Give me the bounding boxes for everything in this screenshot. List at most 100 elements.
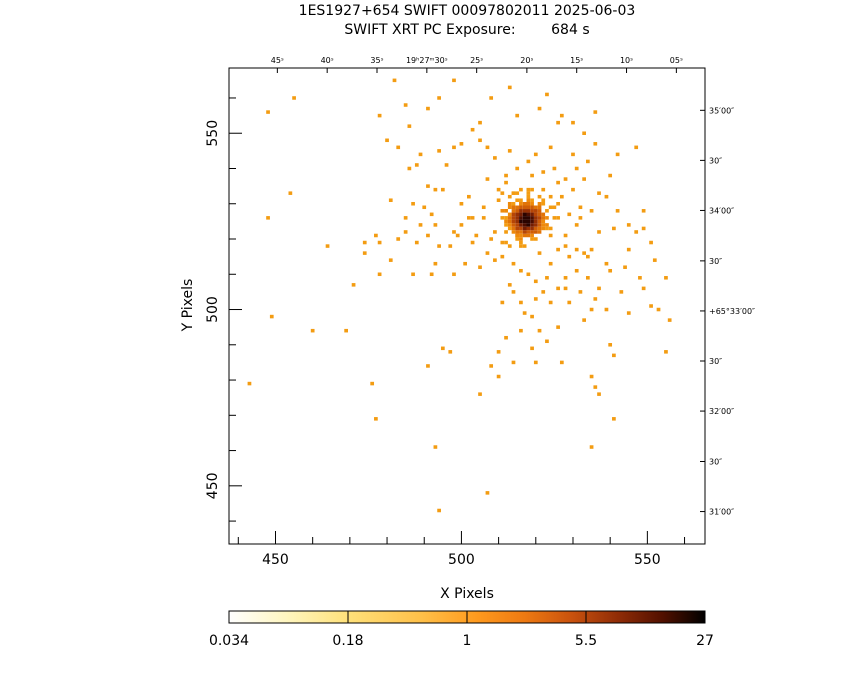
ra-tick-label: 25ˢ [470,56,483,65]
source-pixel [519,198,523,202]
source-pixel [504,209,508,213]
event-pixel [388,198,393,202]
event-pixel [667,318,672,322]
event-pixel [608,173,613,178]
source-pixel [519,205,523,210]
event-pixel [545,339,549,344]
event-pixel [574,166,579,171]
event-pixel [597,286,601,291]
source-pixel [515,216,520,220]
event-pixel [612,353,616,358]
source-pixel [522,209,527,213]
event-pixel [407,166,412,171]
event-pixel [533,360,538,365]
event-pixel [552,205,557,210]
event-pixel [470,127,475,132]
event-pixel [563,244,568,248]
source-pixel [507,216,512,220]
y-tick-label: 500 [205,296,221,323]
event-pixel [593,385,598,389]
event-pixel [589,247,594,252]
source-pixel [522,223,527,227]
source-pixel [519,226,523,231]
y-axis-label: Y Pixels [180,279,196,333]
event-pixel [481,216,486,220]
event-pixel [411,272,415,277]
source-pixel [522,219,527,224]
event-pixel [507,283,512,287]
source-pixel [533,216,538,220]
event-pixel [571,187,575,192]
source-pixel [548,205,553,210]
source-pixel [515,226,520,231]
source-pixel [504,240,508,245]
event-pixel [485,491,490,495]
event-pixel [511,290,516,294]
event-pixel [459,142,464,146]
source-pixel [537,219,542,224]
event-pixel [426,233,430,238]
event-pixel [664,350,668,354]
event-pixel [496,374,501,379]
event-pixel [556,286,560,291]
source-pixel [552,216,557,220]
event-pixel [374,417,378,421]
event-pixel [448,350,453,354]
source-pixel [522,230,527,234]
source-pixel [526,233,531,238]
source-pixel [533,223,538,227]
event-pixel [623,265,627,269]
source-pixel [507,219,512,224]
event-pixel [586,276,590,280]
source-pixel [519,230,523,234]
dec-tick-label: +65°33′00″ [709,307,755,316]
event-pixel [589,209,594,213]
event-pixel [452,145,456,150]
source-pixel [507,205,512,210]
x-tick-label: 450 [262,552,289,568]
source-pixel [530,230,534,234]
event-pixel [522,311,527,315]
event-pixel [507,85,512,90]
event-pixel [489,96,494,100]
image-plot [229,68,705,544]
source-pixel [526,226,531,231]
event-pixel [545,92,549,97]
source-pixel [511,201,516,206]
source-pixel [545,223,549,227]
source-pixel [537,201,542,206]
event-pixel [548,145,553,150]
source-pixel [545,226,549,231]
source-pixel [519,233,523,238]
event-pixel [608,343,613,347]
event-pixel [515,113,520,118]
source-pixel [507,223,512,227]
event-pixel [452,78,456,83]
source-pixel [530,209,534,213]
event-pixel [374,233,378,238]
source-pixel [500,216,505,220]
event-pixel [467,216,471,220]
event-pixel [638,276,642,280]
event-pixel [504,335,508,340]
dec-tick-label: 30″ [709,457,722,466]
source-pixel [537,205,542,210]
event-pixel [608,268,613,273]
source-pixel [526,219,531,224]
event-pixel [418,223,423,227]
event-pixel [496,350,501,354]
event-pixel [504,180,508,185]
event-pixel [493,156,497,160]
event-pixel [507,226,512,231]
event-pixel [530,314,534,319]
event-pixel [526,272,531,277]
event-pixel [370,381,375,386]
event-pixel [444,163,449,167]
event-pixel [493,258,497,262]
ra-tick-label: 35ˢ [370,56,383,65]
source-pixel [522,216,527,220]
event-pixel [500,254,505,259]
source-pixel [511,191,516,195]
source-pixel [526,191,531,195]
event-pixel [541,290,546,294]
